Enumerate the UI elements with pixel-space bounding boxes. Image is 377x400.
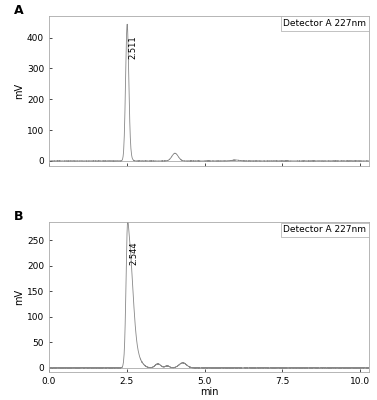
- Y-axis label: mV: mV: [14, 83, 24, 99]
- Text: 2.544: 2.544: [129, 242, 138, 266]
- Text: 2.511: 2.511: [129, 35, 137, 58]
- Text: A: A: [14, 4, 23, 17]
- Y-axis label: mV: mV: [14, 289, 24, 305]
- Text: B: B: [14, 210, 23, 224]
- X-axis label: min: min: [200, 387, 219, 397]
- Text: Detector A 227nm: Detector A 227nm: [283, 226, 366, 234]
- Text: Detector A 227nm: Detector A 227nm: [283, 19, 366, 28]
